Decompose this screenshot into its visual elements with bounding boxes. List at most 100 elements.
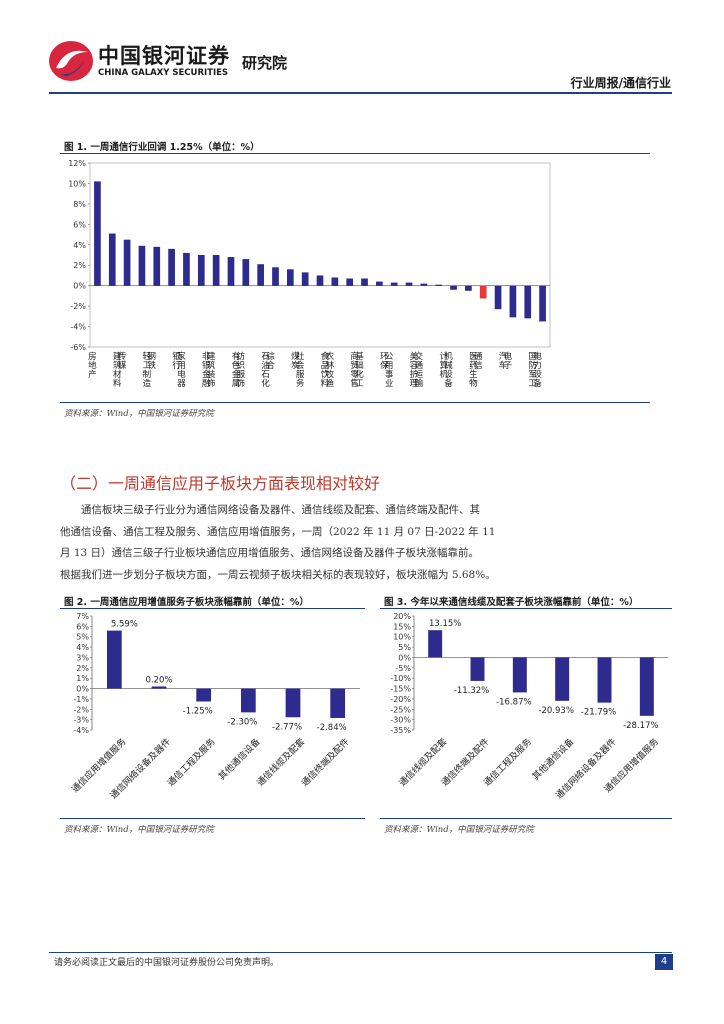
y-tick-label: -2% [73,705,89,714]
y-tick-label: 2% [76,664,89,673]
plot-frame [89,162,551,348]
y-tick-label: -30% [390,716,411,725]
svg-text:工: 工 [528,379,537,389]
y-tick-label: 2% [73,261,86,270]
x-tick-label: 传媒 [118,351,127,371]
svg-text:炭: 炭 [291,361,300,371]
svg-text:运: 运 [415,370,424,380]
svg-text:公: 公 [385,352,394,362]
bar [153,246,161,286]
y-tick-label: -5% [395,664,411,673]
svg-text:融: 融 [202,378,211,389]
svg-text:电: 电 [533,351,542,362]
y-tick-label: -4% [70,323,86,332]
svg-text:品: 品 [321,361,330,371]
figure2-rule [60,608,365,609]
svg-text:交: 交 [415,351,424,362]
section-title: （二）一周通信应用子板块方面表现相对较好 [60,474,381,493]
svg-text:筑: 筑 [113,360,122,371]
x-tick-label: 通信终端及配件 [299,736,352,789]
svg-text:非: 非 [202,351,211,362]
data-label: -16.87% [496,697,531,707]
svg-text:有: 有 [232,351,241,362]
figure1-caption: 图 1. 一周通信行业回调 1.25%（单位：%） [64,142,260,153]
svg-text:备: 备 [533,378,542,389]
y-tick-label: 5% [76,633,89,642]
y-tick-label: 15% [393,622,411,631]
y-tick-label: -25% [390,705,411,714]
svg-text:护: 护 [410,369,419,380]
svg-text:输: 输 [415,378,424,389]
svg-text:饰: 饰 [237,378,246,389]
svg-text:贸: 贸 [350,360,359,371]
svg-text:地: 地 [88,360,97,371]
y-tick-label: 5% [398,643,411,652]
report-type: 行业周报/通信行业 [570,76,671,90]
svg-text:制: 制 [143,369,152,380]
y-tick-label: -20% [390,695,411,704]
svg-text:林: 林 [326,360,335,371]
svg-text:油: 油 [261,360,270,371]
data-label: -28.17% [623,721,658,731]
bar [242,259,250,286]
svg-text:建: 建 [113,351,122,362]
bar [286,269,294,286]
svg-text:军: 军 [528,370,537,380]
bar [331,277,339,286]
paragraph-line: 月 13 日）通信三级子行业板块通信应用增值服务、通信网络设备及器件子板块涨幅靠… [60,547,480,559]
data-label: -2.30% [227,717,257,727]
svg-text:属: 属 [232,379,241,389]
y-tick-label: 0% [398,653,411,662]
svg-text:机: 机 [444,351,453,362]
svg-text:建: 建 [207,351,216,362]
figure3-caption: 图 3. 今年以来通信线缆及配套子板块涨幅靠前（单位：%） [384,597,639,608]
bar [435,284,443,286]
y-tick-label: -1% [73,695,89,704]
svg-text:售: 售 [350,378,359,389]
x-tick-label: 综合 [266,351,275,371]
svg-text:社: 社 [296,351,305,362]
figure3-chart: 20%15% 10%5%0% -5%-10% -15%-20%-25% -30%-35%… [390,612,668,801]
figure2-source: 资料来源：Wind，中国银河证券研究院 [64,825,214,835]
data-label: -11.32% [454,686,489,696]
y-tick-label: 4% [73,241,86,250]
svg-text:商: 商 [350,351,359,362]
paragraph-line: 根据我们进一步划分子板块方面，一周云视频子板块相关标的表现较好，板块涨幅为 5.… [60,568,496,581]
bar [330,688,346,718]
bar [390,282,398,286]
y-tick-label: 7% [76,612,89,621]
svg-text:色: 色 [232,360,241,371]
bar [272,267,279,286]
bar [597,657,612,703]
y-tick-label: 6% [73,220,86,229]
svg-text:综: 综 [266,351,275,362]
svg-text:业: 业 [385,378,394,389]
y-tick-label: 10% [68,179,86,188]
bar [376,281,383,286]
svg-text:器: 器 [177,379,186,389]
bar [138,245,146,286]
x-tick-label: 通信工程及服务 [165,736,218,789]
svg-text:饰: 饰 [207,378,216,389]
bar [470,657,485,681]
bar [106,630,122,689]
x-tick-label: 汽车 [499,351,508,371]
svg-text:金: 金 [202,369,211,380]
x-tick-label: 通信线缆及配套 [254,736,307,789]
svg-text:料: 料 [113,378,122,389]
y-tick-label: 1% [76,674,89,683]
svg-text:服: 服 [237,370,246,380]
bar [212,255,220,286]
svg-text:子: 子 [504,361,513,371]
svg-text:煤: 煤 [291,351,300,362]
bar [512,657,527,693]
svg-text:织: 织 [237,360,246,371]
x-tick-label: 电子 [504,351,513,371]
brand-name-en: CHINA GALAXY SECURITIES [98,68,229,78]
